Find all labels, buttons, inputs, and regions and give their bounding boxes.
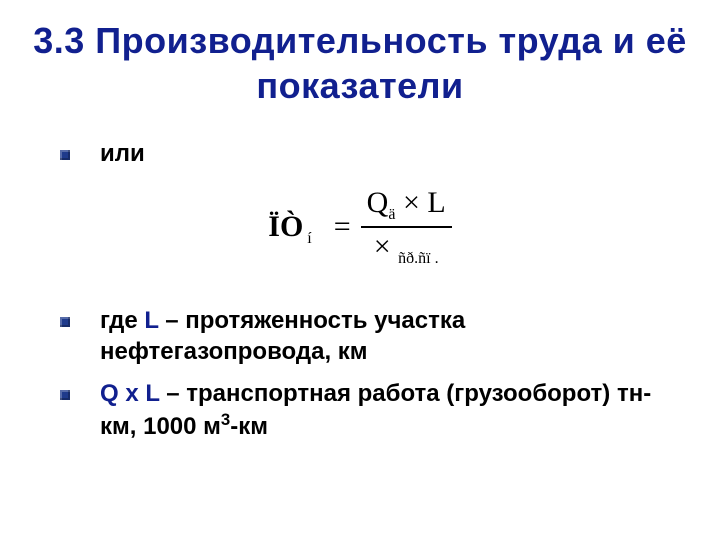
formula-num-times: × <box>403 186 420 219</box>
formula-den-sub: ñð.ñï . <box>398 250 438 267</box>
bullet-or-text: или <box>100 140 145 167</box>
formula-lhs-sub: í <box>307 230 311 248</box>
formula-num-q: Q <box>367 186 389 219</box>
bullet-qxl: Q x L – транспортная работа (грузооборот… <box>60 378 660 442</box>
bullet-where-hl: L <box>144 307 158 334</box>
bullet-list-2: где L – протяженность участка нефтегазоп… <box>60 305 660 442</box>
formula: ÏÒ í = Qä × L × ñð.ñï . <box>268 184 451 270</box>
bullet-qxl-post-b: -км <box>230 413 268 440</box>
bullet-or: или <box>60 138 660 169</box>
bullet-list: или <box>60 138 660 169</box>
formula-numerator: Qä × L <box>361 184 452 226</box>
formula-equals: = <box>334 210 351 244</box>
formula-denominator: × ñð.ñï . <box>368 228 445 270</box>
formula-lhs-main: ÏÒ <box>268 210 303 244</box>
bullet-where: где L – протяженность участка нефтегазоп… <box>60 305 660 367</box>
title-number: 3.3 <box>33 20 85 61</box>
slide: 3.3 Производительность труда и её показа… <box>0 0 720 540</box>
bullet-qxl-hl: Q x L <box>100 380 160 407</box>
bullet-qxl-post-a: – транспортная работа (грузооборот) тн-к… <box>100 380 651 440</box>
slide-title: 3.3 Производительность труда и её показа… <box>0 0 720 108</box>
formula-num-q-sub: ä <box>388 206 395 223</box>
formula-lhs: ÏÒ í <box>268 210 311 244</box>
formula-fraction: Qä × L × ñð.ñï . <box>361 184 452 270</box>
formula-block: ÏÒ í = Qä × L × ñð.ñï . <box>60 184 660 270</box>
slide-body: или ÏÒ í = Qä × L × <box>0 108 720 442</box>
bullet-qxl-sup: 3 <box>221 410 230 429</box>
formula-den-times: × <box>374 230 391 263</box>
formula-num-l: L <box>427 186 445 219</box>
title-text: Производительность труда и её показатели <box>95 20 687 106</box>
bullet-where-pre: где <box>100 307 144 334</box>
